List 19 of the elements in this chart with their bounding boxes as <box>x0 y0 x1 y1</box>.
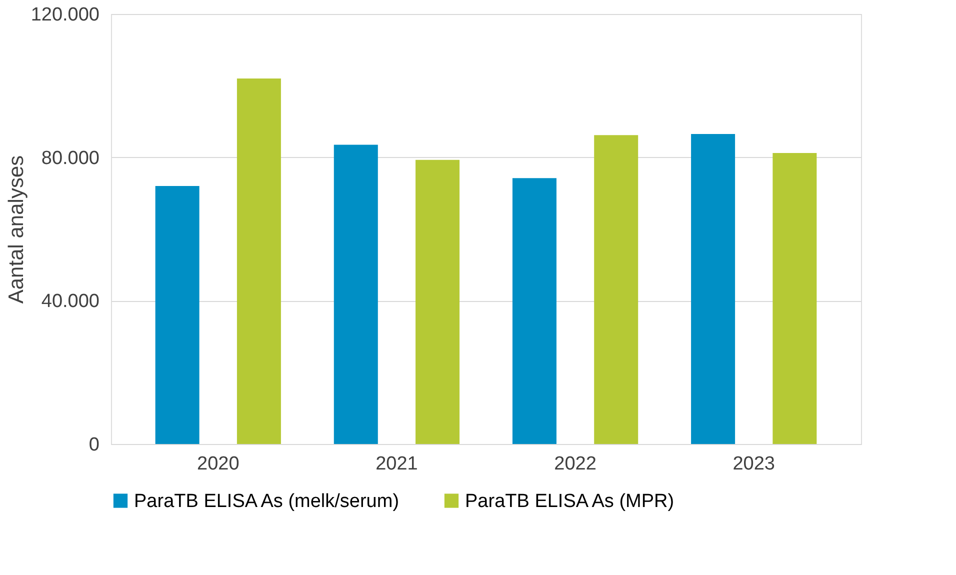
legend-label: ParaTB ELISA As (melk/serum) <box>134 490 400 512</box>
bar <box>594 135 638 444</box>
x-tick-label: 2022 <box>554 454 596 474</box>
y-tick-label: 40.000 <box>41 291 100 312</box>
bar <box>512 178 556 444</box>
bar <box>416 160 460 444</box>
bar <box>155 186 200 444</box>
bar <box>236 78 281 444</box>
x-tick-label: 2020 <box>197 454 240 474</box>
y-tick-label: 80.000 <box>41 148 100 169</box>
y-tick-label: 120.000 <box>30 4 100 26</box>
legend-label: ParaTB ELISA As (MPR) <box>465 490 674 512</box>
x-tick-label: 2021 <box>376 454 418 474</box>
bar <box>334 144 378 444</box>
y-axis-title: Aantal analyses <box>4 155 28 304</box>
bar <box>772 153 817 444</box>
y-tick-label: 0 <box>88 434 100 456</box>
x-tick-label: 2023 <box>732 454 775 474</box>
bar <box>691 134 736 444</box>
